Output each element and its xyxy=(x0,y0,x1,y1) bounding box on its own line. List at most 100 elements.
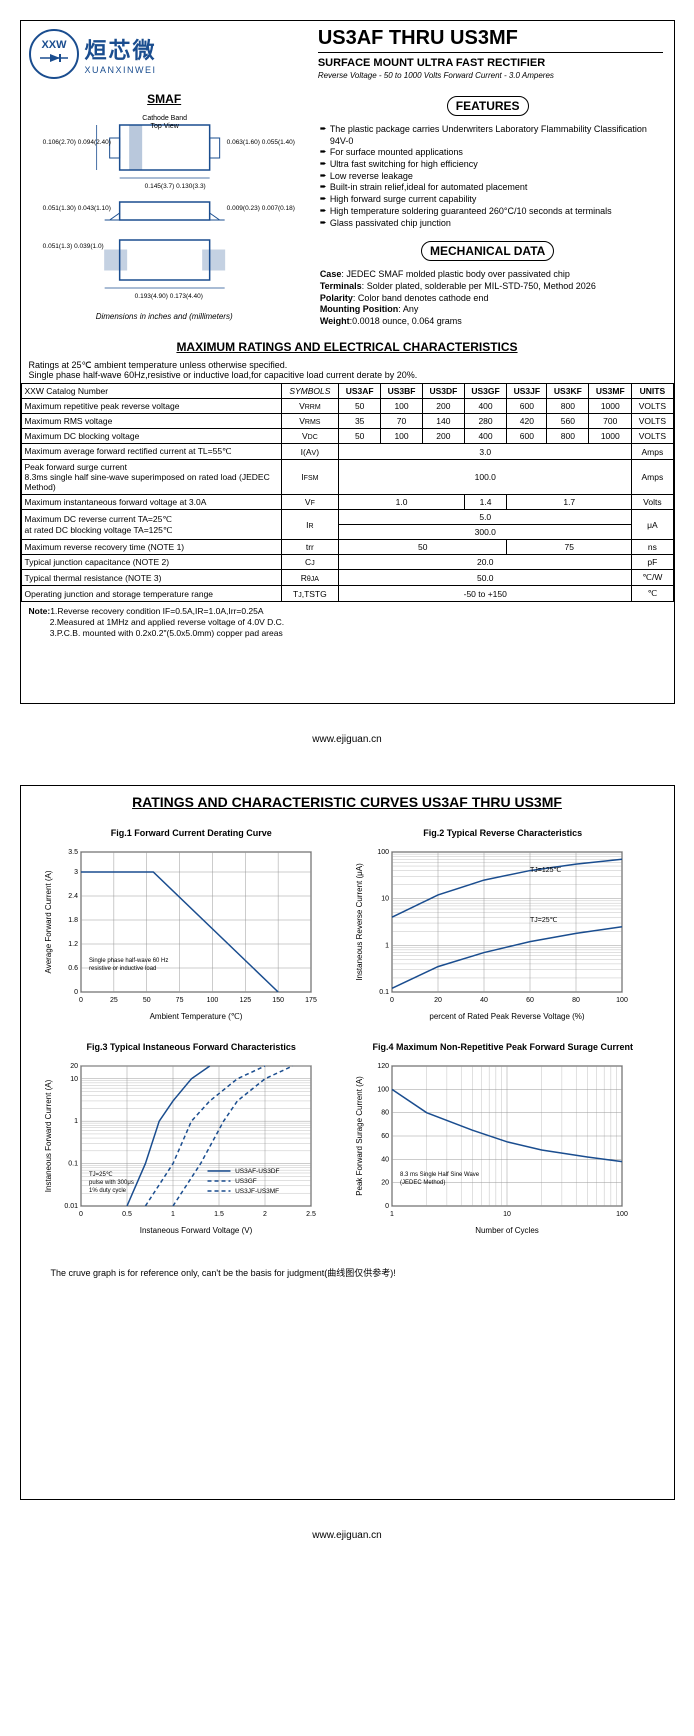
svg-text:0.5: 0.5 xyxy=(122,1211,132,1218)
dim-note: Dimensions in inches and (millimeters) xyxy=(29,312,300,321)
svg-text:100: 100 xyxy=(616,1211,628,1218)
svg-text:0.6: 0.6 xyxy=(68,965,78,972)
chart-fig1: Fig.1 Forward Current Derating Curve 025… xyxy=(41,828,343,1022)
package-title: SMAF xyxy=(29,92,300,106)
svg-text:XXW: XXW xyxy=(41,39,67,51)
mech-data: Case: JEDEC SMAF molded plastic body ove… xyxy=(312,265,664,331)
brand-logo: XXW 烜芯微 XUANXINWEI xyxy=(21,21,308,87)
svg-text:Average Forward Current (A): Average Forward Current (A) xyxy=(44,871,53,974)
svg-text:0.106(2.70) 0.094(2.40): 0.106(2.70) 0.094(2.40) xyxy=(42,139,110,146)
svg-text:3.5: 3.5 xyxy=(68,849,78,856)
package-diagram: Cathode Band Top View 0.106(2.70) 0.094(… xyxy=(29,110,300,310)
svg-text:80: 80 xyxy=(381,1110,389,1117)
chart-fig4: Fig.4 Maximum Non-Repetitive Peak Forwar… xyxy=(352,1042,654,1236)
svg-text:1: 1 xyxy=(390,1211,394,1218)
svg-text:Peak Forward Surage Current (A: Peak Forward Surage Current (A) xyxy=(355,1076,364,1196)
svg-text:2: 2 xyxy=(263,1211,267,1218)
features-list: The plastic package carries Underwriters… xyxy=(312,124,664,229)
svg-text:Instaneous Forward Voltage (V): Instaneous Forward Voltage (V) xyxy=(139,1226,252,1235)
svg-text:0.145(3.7) 0.130(3.3): 0.145(3.7) 0.130(3.3) xyxy=(144,183,205,190)
svg-text:80: 80 xyxy=(572,997,580,1004)
datasheet-page-1: XXW 烜芯微 XUANXINWEI US3AF THRU US3MF SURF… xyxy=(20,20,675,704)
svg-text:1.2: 1.2 xyxy=(68,941,78,948)
svg-text:100: 100 xyxy=(206,997,218,1004)
svg-text:100: 100 xyxy=(616,997,628,1004)
svg-text:0.1: 0.1 xyxy=(68,1161,78,1168)
svg-text:20: 20 xyxy=(381,1180,389,1187)
svg-text:0: 0 xyxy=(390,997,394,1004)
ratings-title: MAXIMUM RATINGS AND ELECTRICAL CHARACTER… xyxy=(21,336,674,358)
svg-text:1.5: 1.5 xyxy=(214,1211,224,1218)
svg-text:0.063(1.60) 0.055(1.40): 0.063(1.60) 0.055(1.40) xyxy=(226,139,294,146)
svg-text:20: 20 xyxy=(434,997,442,1004)
svg-text:60: 60 xyxy=(526,997,534,1004)
svg-text:0.193(4.90) 0.173(4.40): 0.193(4.90) 0.173(4.40) xyxy=(134,293,202,300)
page-subtitle: SURFACE MOUNT ULTRA FAST RECTIFIER xyxy=(318,57,664,69)
svg-text:0: 0 xyxy=(385,1203,389,1210)
svg-text:10: 10 xyxy=(381,896,389,903)
svg-text:pulse with 300μs: pulse with 300μs xyxy=(89,1180,134,1186)
svg-text:Top View: Top View xyxy=(150,123,179,130)
footer-url: www.ejiguan.cn xyxy=(0,724,694,765)
svg-text:40: 40 xyxy=(480,997,488,1004)
svg-text:3: 3 xyxy=(74,869,78,876)
svg-text:0: 0 xyxy=(79,997,83,1004)
svg-text:Number of Cycles: Number of Cycles xyxy=(475,1226,539,1235)
svg-text:0: 0 xyxy=(74,989,78,996)
svg-text:resistive or inductive load: resistive or inductive load xyxy=(89,966,156,972)
svg-text:TJ=25℃: TJ=25℃ xyxy=(530,917,558,924)
svg-text:125: 125 xyxy=(239,997,251,1004)
svg-text:10: 10 xyxy=(70,1076,78,1083)
svg-text:8.3 ms Single Half Sine Wave: 8.3 ms Single Half Sine Wave xyxy=(400,1172,480,1178)
feature-item: For surface mounted applications xyxy=(320,147,664,159)
svg-text:US3JF-US3MF: US3JF-US3MF xyxy=(235,1188,279,1195)
svg-text:Single phase half-wave 60 Hz: Single phase half-wave 60 Hz xyxy=(89,958,168,964)
features-title: FEATURES xyxy=(447,96,529,116)
svg-text:1: 1 xyxy=(74,1119,78,1126)
svg-text:US3AF-US3DF: US3AF-US3DF xyxy=(235,1168,279,1175)
svg-text:1.8: 1.8 xyxy=(68,917,78,924)
svg-text:TJ=125℃: TJ=125℃ xyxy=(530,867,562,874)
spec-line: Reverse Voltage - 50 to 1000 Volts Forwa… xyxy=(318,71,664,80)
svg-text:US3GF: US3GF xyxy=(235,1178,257,1185)
svg-text:TJ=25℃: TJ=25℃ xyxy=(89,1172,113,1178)
svg-text:Instaneous Reverse Current (μA: Instaneous Reverse Current (μA) xyxy=(355,863,364,981)
svg-text:150: 150 xyxy=(272,997,284,1004)
svg-text:1: 1 xyxy=(171,1211,175,1218)
logo-icon: XXW xyxy=(29,29,79,79)
feature-item: High temperature soldering guaranteed 26… xyxy=(320,206,664,218)
svg-text:40: 40 xyxy=(381,1157,389,1164)
svg-text:1: 1 xyxy=(385,943,389,950)
svg-text:75: 75 xyxy=(175,997,183,1004)
feature-item: Glass passivated chip junction xyxy=(320,218,664,230)
svg-text:50: 50 xyxy=(142,997,150,1004)
footer-url-2: www.ejiguan.cn xyxy=(0,1520,694,1561)
feature-item: Built-in strain relief,ideal for automat… xyxy=(320,182,664,194)
disclaimer: The cruve graph is for reference only, c… xyxy=(21,1246,674,1299)
svg-text:0.01: 0.01 xyxy=(64,1203,78,1210)
svg-text:60: 60 xyxy=(381,1133,389,1140)
svg-text:20: 20 xyxy=(70,1063,78,1070)
svg-text:1% duty cycle: 1% duty cycle xyxy=(89,1188,127,1194)
svg-text:0.009(0.23) 0.007(0.18): 0.009(0.23) 0.007(0.18) xyxy=(226,205,294,212)
feature-item: Low reverse leakage xyxy=(320,171,664,183)
feature-item: High forward surge current capability xyxy=(320,194,664,206)
svg-text:Instaneous Forward Current (A): Instaneous Forward Current (A) xyxy=(44,1080,53,1193)
svg-text:100: 100 xyxy=(377,849,389,856)
datasheet-page-2: RATINGS AND CHARACTERISTIC CURVES US3AF … xyxy=(20,785,675,1500)
chart-fig2: Fig.2 Typical Reverse Characteristics 02… xyxy=(352,828,654,1022)
svg-text:25: 25 xyxy=(109,997,117,1004)
mechdata-title: MECHANICAL DATA xyxy=(421,241,554,261)
ratings-table: XXW Catalog NumberSYMBOLSUS3AFUS3BFUS3DF… xyxy=(21,383,674,602)
feature-item: Ultra fast switching for high efficiency xyxy=(320,159,664,171)
cathode-label: Cathode Band xyxy=(142,115,187,122)
svg-text:Ambient Temperature (℃): Ambient Temperature (℃) xyxy=(149,1012,242,1021)
svg-text:0.1: 0.1 xyxy=(379,989,389,996)
svg-text:10: 10 xyxy=(503,1211,511,1218)
brand-cn: 烜芯微 xyxy=(85,33,157,65)
svg-text:0.051(1.30) 0.043(1.10): 0.051(1.30) 0.043(1.10) xyxy=(42,205,110,212)
brand-en: XUANXINWEI xyxy=(85,65,157,75)
svg-text:(JEDEC Method): (JEDEC Method) xyxy=(400,1180,445,1186)
svg-text:2.5: 2.5 xyxy=(306,1211,316,1218)
svg-text:120: 120 xyxy=(377,1063,389,1070)
